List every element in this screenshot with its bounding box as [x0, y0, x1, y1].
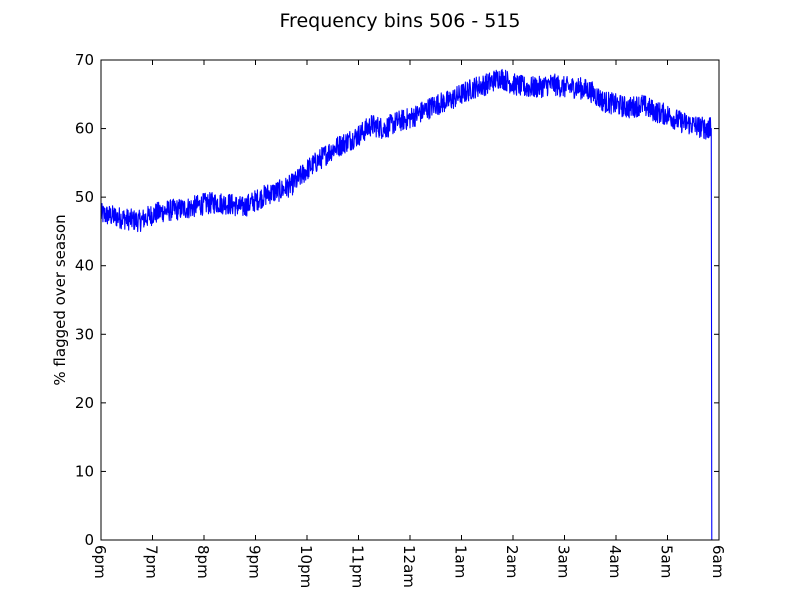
x-tick-label: 9pm: [246, 545, 264, 579]
y-tick-label: 50: [75, 188, 94, 206]
x-tick-label: 7pm: [143, 545, 161, 579]
x-tick-label: 1am: [452, 545, 470, 578]
y-axis: 0 10 20 30 40 50 60 70: [75, 51, 719, 549]
x-tick-label: 4am: [606, 545, 624, 578]
x-axis: 6pm 7pm 8pm 9pm 10pm 11pm 12am 1am 2am 3am 4am 5am 6…: [91, 60, 727, 588]
x-tick-label: 5am: [658, 545, 676, 578]
y-tick-label: 70: [75, 51, 94, 69]
chart-title: Frequency bins 506 - 515: [280, 10, 521, 32]
y-tick-label: 60: [75, 120, 94, 138]
y-tick-label: 10: [75, 462, 94, 480]
x-tick-label: 11pm: [349, 545, 367, 588]
x-tick-label: 8pm: [194, 545, 212, 579]
series-line: [100, 68, 713, 541]
x-tick-label: 6pm: [91, 545, 109, 579]
y-tick-label: 40: [75, 257, 94, 275]
series-layer: [100, 68, 713, 541]
x-tick-label: 2am: [503, 545, 521, 578]
x-tick-label: 12am: [400, 545, 418, 588]
y-tick-label: 0: [84, 531, 94, 549]
x-tick-label: 3am: [555, 545, 573, 578]
y-axis-label: % flagged over season: [51, 214, 69, 385]
x-tick-label: 6am: [709, 545, 727, 578]
y-tick-label: 30: [75, 325, 94, 343]
x-tick-label: 10pm: [297, 545, 315, 588]
y-tick-label: 20: [75, 394, 94, 412]
